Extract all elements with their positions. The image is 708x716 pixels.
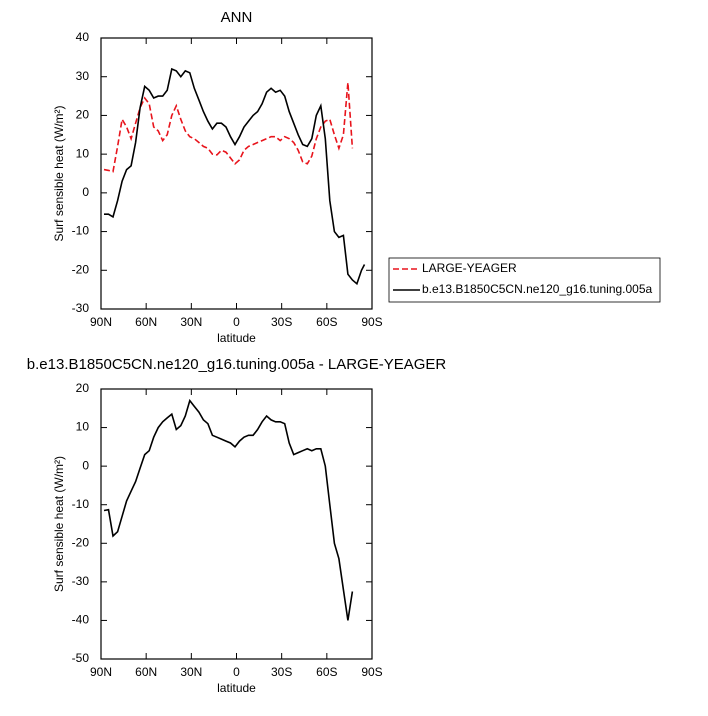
y-tick-label: 40: [76, 30, 90, 44]
legend-label: b.e13.B1850C5CN.ne120_g16.tuning.005a: [422, 282, 653, 296]
y-tick-label: 0: [82, 458, 89, 472]
y-tick-label: -30: [72, 301, 90, 315]
x-tick-label: 0: [233, 315, 240, 329]
x-tick-label: 30S: [271, 665, 292, 679]
y-axis-label: Surf sensible heat (W/m²): [52, 456, 66, 592]
y-tick-label: 30: [76, 69, 90, 83]
x-tick-label: 90N: [90, 665, 112, 679]
x-tick-label: 30N: [180, 665, 202, 679]
x-tick-label: 90S: [361, 665, 382, 679]
x-tick-label: 90S: [361, 315, 382, 329]
y-tick-label: -10: [72, 497, 90, 511]
y-tick-label: 10: [76, 146, 90, 160]
legend-label: LARGE-YEAGER: [422, 261, 517, 275]
legend-box: [388, 257, 661, 303]
plot-frame: [100, 37, 373, 310]
y-tick-label: -50: [72, 651, 90, 665]
y-tick-label: 20: [76, 381, 90, 395]
x-axis-label: latitude: [217, 681, 256, 695]
y-tick-label: -40: [72, 613, 90, 627]
x-tick-label: 60N: [135, 665, 157, 679]
data-line: [103, 398, 354, 621]
y-tick-label: -10: [72, 224, 90, 238]
x-tick-label: 90N: [90, 315, 112, 329]
chart-title: ANN: [221, 9, 253, 26]
y-axis-label: Surf sensible heat (W/m²): [52, 105, 66, 241]
x-tick-label: 60N: [135, 315, 157, 329]
y-tick-label: 10: [76, 420, 90, 434]
y-tick-label: -30: [72, 574, 90, 588]
x-tick-label: 0: [233, 665, 240, 679]
x-tick-label: 60S: [316, 665, 337, 679]
y-tick-label: -20: [72, 262, 90, 276]
y-tick-label: -20: [72, 535, 90, 549]
y-tick-label: 20: [76, 108, 90, 122]
x-tick-label: 60S: [316, 315, 337, 329]
x-axis-label: latitude: [217, 331, 256, 345]
data-line: [104, 67, 366, 286]
y-tick-label: 0: [82, 185, 89, 199]
x-tick-label: 30S: [271, 315, 292, 329]
data-line: [103, 82, 354, 173]
x-tick-label: 30N: [180, 315, 202, 329]
chart-title: b.e13.B1850C5CN.ne120_g16.tuning.005a - …: [27, 356, 447, 373]
